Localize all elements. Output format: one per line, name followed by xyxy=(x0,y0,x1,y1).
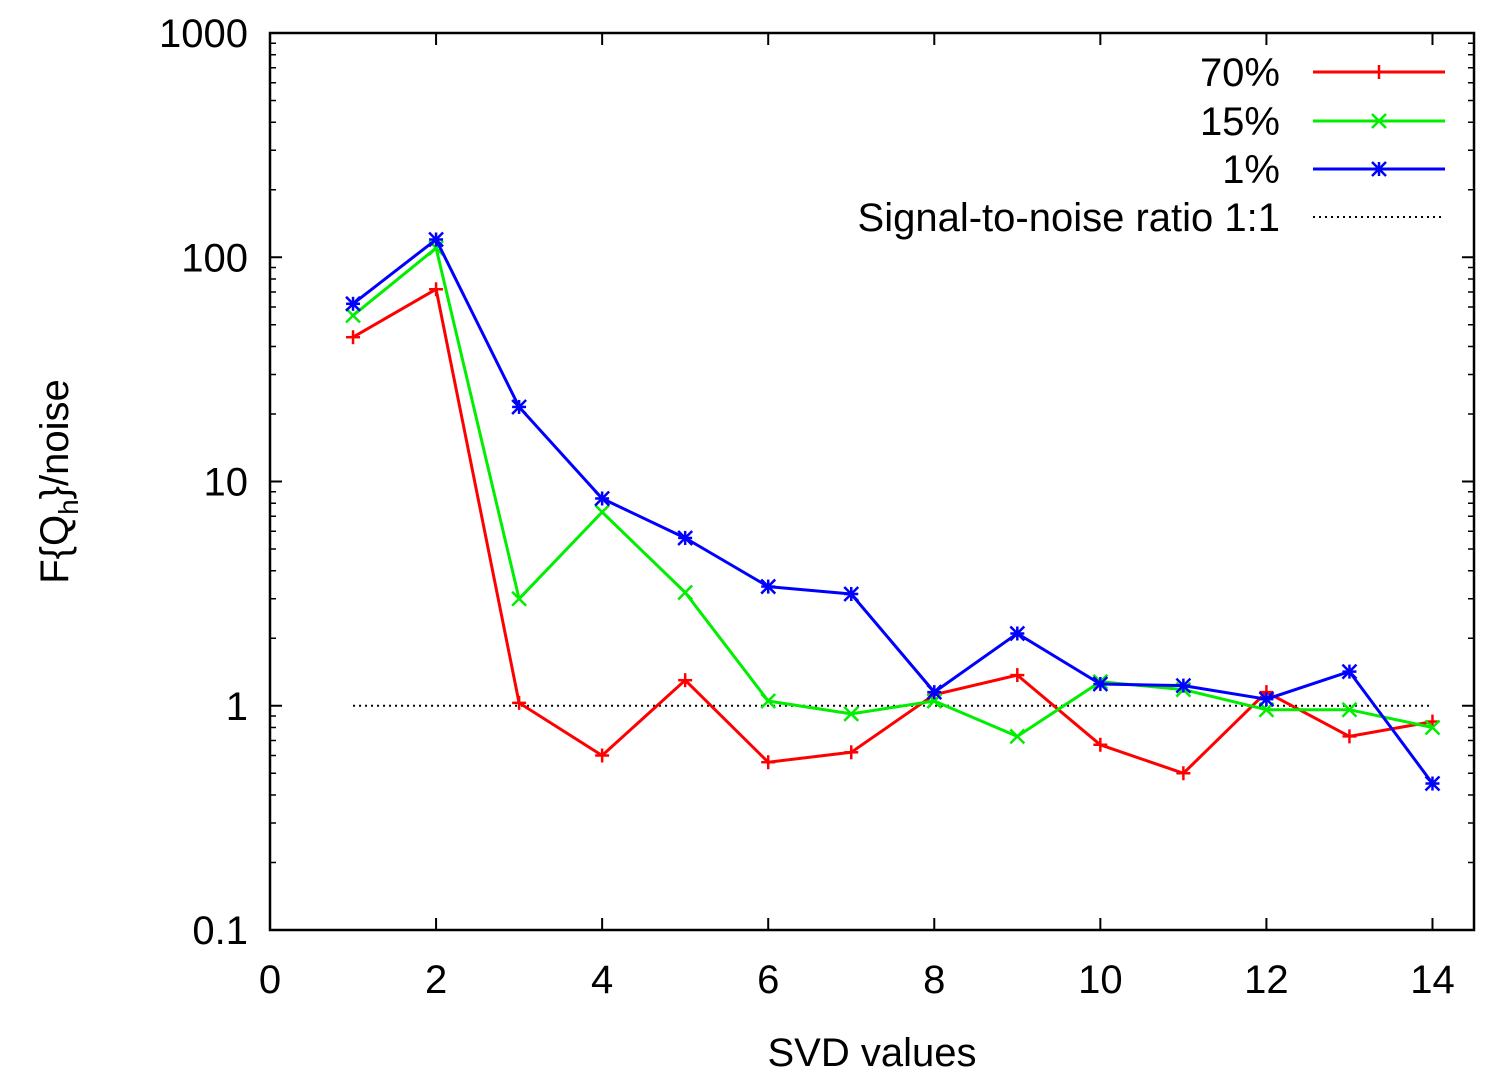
y-axis-title: F{Qh}/noise xyxy=(33,379,84,584)
marker-stroke xyxy=(1341,663,1358,680)
legend-marker xyxy=(1371,161,1387,177)
marker-stroke xyxy=(1424,775,1441,792)
data-point xyxy=(1175,677,1192,694)
data-point xyxy=(428,231,444,248)
marker-stroke xyxy=(1175,677,1192,694)
data-point xyxy=(1258,691,1275,708)
data-point xyxy=(511,590,527,607)
x-tick-label: 10 xyxy=(1078,958,1123,1002)
x-tick-label: 6 xyxy=(757,958,779,1002)
data-point xyxy=(512,695,527,710)
data-point xyxy=(843,586,860,602)
marker-stroke xyxy=(843,705,860,722)
data-point xyxy=(1342,729,1357,744)
data-point xyxy=(678,673,693,688)
x-tick-label: 8 xyxy=(923,958,945,1002)
marker-stroke xyxy=(1092,676,1109,692)
legend-label: 15% xyxy=(1200,100,1280,144)
marker-stroke xyxy=(428,231,444,248)
y-tick-label: 0.1 xyxy=(192,909,248,953)
data-point xyxy=(926,684,943,701)
marker-stroke xyxy=(926,684,943,701)
marker-stroke xyxy=(677,584,694,601)
data-point xyxy=(760,693,777,709)
marker-stroke xyxy=(760,693,777,709)
data-point xyxy=(1341,663,1358,680)
marker-stroke xyxy=(1258,691,1275,708)
legend-marker xyxy=(1372,65,1386,79)
series-layer xyxy=(345,231,1441,792)
marker-stroke xyxy=(843,586,860,602)
series-line xyxy=(352,238,1434,785)
data-point xyxy=(1341,701,1358,718)
data-point xyxy=(677,530,694,546)
legend: 70% 15%1%Signal-to-noise ratio 1:1 xyxy=(858,51,1445,240)
y-axis-title-end: }/noise xyxy=(33,379,77,499)
y-axis-title-subscript: h xyxy=(53,499,84,515)
marker-stroke xyxy=(345,295,361,312)
x-tick-label: 12 xyxy=(1244,958,1289,1002)
marker-stroke xyxy=(345,307,361,324)
y-tick-label: 1 xyxy=(226,685,248,729)
x-tick-label: 2 xyxy=(425,958,447,1002)
data-point xyxy=(1424,719,1441,736)
data-point xyxy=(1093,737,1108,752)
data-point xyxy=(1092,676,1109,692)
data-point xyxy=(1009,625,1026,642)
data-point xyxy=(843,705,860,722)
data-point xyxy=(511,399,527,415)
y-tick-label: 10 xyxy=(204,461,249,505)
data-point xyxy=(594,490,611,507)
legend-marker xyxy=(1371,113,1387,129)
x-tick-label: 14 xyxy=(1410,958,1455,1002)
data-point xyxy=(594,504,611,521)
data-point xyxy=(677,584,694,601)
marker-stroke xyxy=(760,578,777,595)
x-axis-title: SVD values xyxy=(768,1031,977,1071)
marker-stroke xyxy=(677,530,694,546)
marker-stroke xyxy=(1424,719,1441,736)
legend-label: 70% xyxy=(1200,51,1280,95)
data-point xyxy=(761,755,776,770)
y-axis-title-main: F{Q xyxy=(33,515,77,584)
x-tick-label: 4 xyxy=(591,958,613,1002)
data-point xyxy=(595,748,610,763)
y-axis: 0.1 1 10 100 1000 xyxy=(159,12,1474,953)
data-point xyxy=(346,330,361,345)
legend-label: Signal-to-noise ratio 1:1 xyxy=(858,196,1280,240)
marker-stroke xyxy=(594,490,611,507)
legend-label: 1% xyxy=(1222,148,1280,192)
y-tick-label: 100 xyxy=(181,236,248,280)
marker-stroke xyxy=(1341,701,1358,718)
series-line xyxy=(352,246,1433,738)
marker-stroke xyxy=(1371,161,1387,177)
data-point xyxy=(844,745,859,760)
data-point xyxy=(429,282,444,297)
data-point xyxy=(1009,728,1026,745)
marker-stroke xyxy=(511,590,527,607)
data-point xyxy=(1176,766,1191,781)
data-point xyxy=(345,295,361,312)
marker-stroke xyxy=(1009,625,1026,642)
data-point xyxy=(1010,668,1025,683)
x-axis: 0 2 4 6 8 10 12 14 xyxy=(259,33,1455,1002)
x-tick-label: 0 xyxy=(259,958,281,1002)
data-point xyxy=(1424,775,1441,792)
marker-stroke xyxy=(594,504,611,521)
marker-stroke xyxy=(511,399,527,415)
y-tick-label: 1000 xyxy=(159,12,248,56)
marker-stroke xyxy=(1009,728,1026,745)
series-3 xyxy=(345,231,1441,792)
marker-stroke xyxy=(1371,113,1387,129)
data-point xyxy=(345,307,361,324)
data-point xyxy=(760,578,777,595)
